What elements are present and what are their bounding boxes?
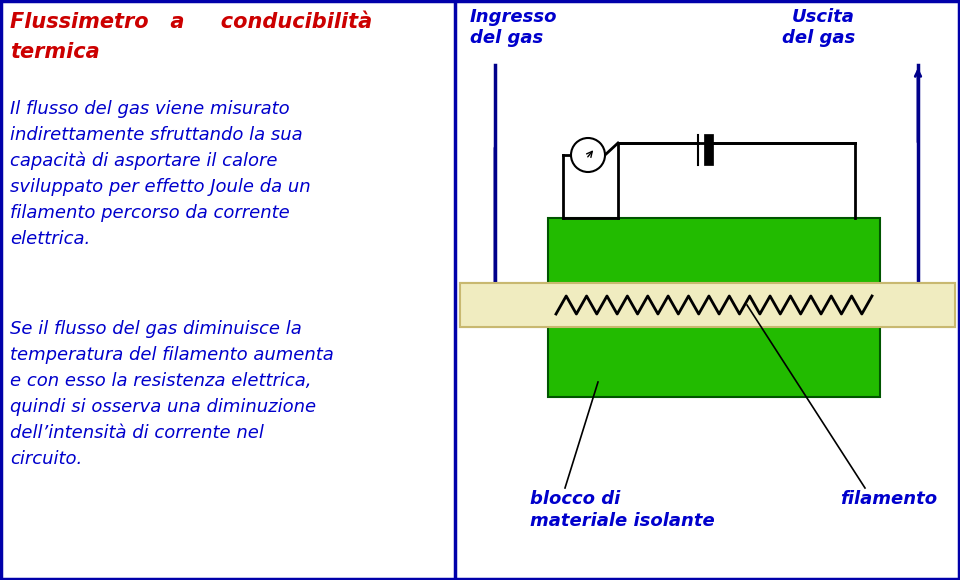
Text: elettrica.: elettrica. [10,230,90,248]
Text: sviluppato per effetto Joule da un: sviluppato per effetto Joule da un [10,178,311,196]
Text: temperatura del filamento aumenta: temperatura del filamento aumenta [10,346,334,364]
Text: filamento: filamento [840,490,937,508]
Text: Ingresso
del gas: Ingresso del gas [470,8,558,47]
Text: Flussimetro   a     conducibilità: Flussimetro a conducibilità [10,12,372,32]
Text: dell’intensità di corrente nel: dell’intensità di corrente nel [10,424,264,442]
Text: materiale isolante: materiale isolante [530,512,715,530]
Text: indirettamente sfruttando la sua: indirettamente sfruttando la sua [10,126,302,144]
Text: circuito.: circuito. [10,450,83,468]
Text: termica: termica [10,42,100,62]
Text: Il flusso del gas viene misurato: Il flusso del gas viene misurato [10,100,290,118]
Text: capacità di asportare il calore: capacità di asportare il calore [10,152,277,171]
Text: filamento percorso da corrente: filamento percorso da corrente [10,204,290,222]
Text: Uscita
del gas: Uscita del gas [781,8,855,47]
Text: Se il flusso del gas diminuisce la: Se il flusso del gas diminuisce la [10,320,301,338]
Bar [460,283,955,327]
Circle shape [571,138,605,172]
Bar [548,305,880,397]
Text: quindi si osserva una diminuzione: quindi si osserva una diminuzione [10,398,316,416]
Text: e con esso la resistenza elettrica,: e con esso la resistenza elettrica, [10,372,311,390]
Text: blocco di: blocco di [530,490,620,508]
Bar [548,218,880,305]
Bar [460,283,955,327]
